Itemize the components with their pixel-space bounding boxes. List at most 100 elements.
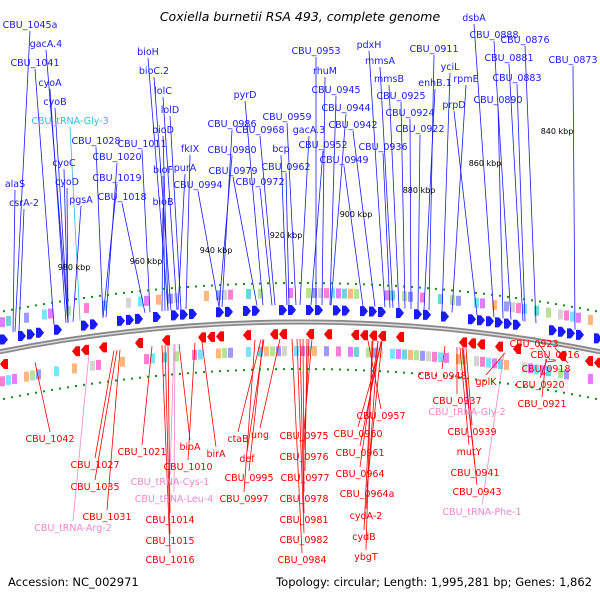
dot-outer — [395, 284, 397, 287]
leader-line-cbu-1027 — [94, 350, 115, 459]
gene-label-cbu-0925: CBU_0925 — [376, 91, 425, 102]
gene-label-rhum: rhuM — [313, 66, 337, 77]
gene-label-mmsb: mmsB — [374, 74, 404, 85]
gc-skew-block — [546, 366, 551, 377]
gc-content-block — [408, 291, 413, 302]
reverse-gene-arrow — [513, 344, 521, 355]
gc-content-block — [534, 305, 539, 316]
accession-text: Accession: NC_002971 — [8, 575, 139, 589]
dot-inner — [483, 379, 485, 382]
reverse-gene-arrow — [243, 330, 251, 341]
forward-gene-arrow — [495, 317, 503, 328]
feature-arrows-layer — [0, 305, 600, 369]
gene-label-cbu-trna-gly-2: CBU_tRNA-Gly-2 — [428, 407, 505, 418]
dot-inner — [267, 368, 269, 371]
forward-gene-arrow — [54, 324, 62, 335]
forward-gene-arrow — [90, 319, 98, 330]
gc-content-block — [546, 307, 551, 318]
leader-line-cbu-0982 — [296, 338, 305, 534]
leader-line-ctab — [237, 339, 262, 433]
gc-skew-block — [588, 373, 593, 384]
leader-line-ung — [259, 339, 281, 429]
gc-skew-block — [486, 357, 491, 368]
gc-skew-block — [264, 346, 269, 357]
dot-inner — [443, 375, 445, 377]
gc-skew-block — [522, 362, 527, 373]
gc-skew-block — [300, 346, 305, 356]
gene-label-cbu-0941: CBU_0941 — [450, 468, 499, 479]
dot-outer — [171, 287, 173, 290]
forward-gene-arrow — [477, 315, 485, 326]
gc-content-block — [228, 289, 233, 300]
gc-skew-block — [246, 347, 251, 357]
gene-label-cbu-0921: CBU_0921 — [517, 399, 566, 410]
reverse-gene-arrow — [477, 339, 485, 350]
dot-outer — [219, 284, 221, 286]
dot-inner — [475, 378, 477, 381]
dot-outer — [163, 287, 165, 290]
gc-skew-block — [174, 351, 179, 362]
gene-label-cbu-1035: CBU_1035 — [70, 482, 119, 493]
gc-skew-block — [144, 354, 149, 365]
gene-label-cyoa: cyoA — [38, 78, 62, 89]
reverse-gene-arrow — [81, 344, 89, 355]
dot-inner — [227, 369, 229, 372]
forward-gene-arrow — [558, 326, 566, 337]
dot-inner — [275, 368, 277, 371]
gc-content-block — [474, 297, 479, 308]
forward-gene-arrow — [441, 311, 449, 322]
dot-inner — [595, 397, 597, 400]
dot-inner — [451, 375, 453, 378]
dot-outer — [459, 290, 461, 293]
dot-outer — [43, 303, 45, 306]
leader-line-ycil — [441, 72, 451, 312]
dot-outer — [499, 294, 501, 297]
gene-label-dsba: dsbA — [462, 13, 486, 24]
gc-content-block — [564, 310, 569, 321]
leader-line-cbu-1021 — [141, 346, 153, 446]
leader-line-rpme — [451, 84, 467, 313]
dot-inner — [19, 394, 21, 397]
dot-inner — [355, 369, 357, 372]
gene-label-cbu-0977: CBU_0977 — [280, 473, 329, 484]
gene-label-gaca-4: gacA.4 — [30, 39, 62, 50]
gc-skew-block — [222, 348, 227, 358]
dot-outer — [491, 293, 493, 296]
forward-gene-arrow — [414, 309, 422, 320]
leader-line-pura — [177, 173, 186, 310]
dot-outer — [155, 288, 157, 291]
dot-inner — [139, 376, 141, 379]
gene-label-lolc: lolC — [154, 86, 172, 97]
dot-inner — [35, 391, 37, 394]
tick-label-920-kbp: 920 kbp — [270, 231, 303, 240]
gene-label-cbu-0949: CBU_0949 — [319, 155, 368, 166]
gene-label-ung: ung — [251, 430, 269, 441]
gene-label-cbu-1019: CBU_1019 — [92, 173, 141, 184]
gene-label-pura: purA — [174, 163, 197, 174]
forward-gene-arrow — [81, 320, 89, 331]
forward-gene-arrow — [0, 334, 8, 345]
gene-label-cbu-0876: CBU_0876 — [500, 35, 549, 46]
leader-line-cbu-1045a — [14, 30, 31, 332]
gc-skew-block — [372, 347, 377, 358]
dot-outer — [91, 295, 93, 298]
dot-outer — [147, 289, 149, 292]
reverse-gene-arrow — [360, 330, 368, 341]
tick-label-880-kbp: 880 kbp — [403, 186, 436, 195]
dot-inner — [387, 370, 389, 373]
forward-gene-arrow — [153, 312, 161, 323]
gc-content-block — [216, 290, 221, 301]
dot-inner — [75, 385, 77, 387]
leader-line-enhb-1 — [423, 88, 436, 311]
dot-inner — [155, 375, 157, 377]
gene-label-bcp: bcp — [272, 144, 289, 155]
gc-skew-block — [348, 346, 353, 357]
forward-gene-arrow — [189, 309, 197, 320]
dot-inner — [491, 380, 493, 383]
gc-content-block — [588, 314, 593, 325]
forward-gene-arrow — [468, 314, 476, 325]
dot-outer — [387, 284, 389, 287]
gene-label-cbu-0939: CBU_0939 — [447, 427, 496, 438]
gc-content-block — [24, 312, 29, 323]
leader-line-fkix — [185, 154, 191, 310]
